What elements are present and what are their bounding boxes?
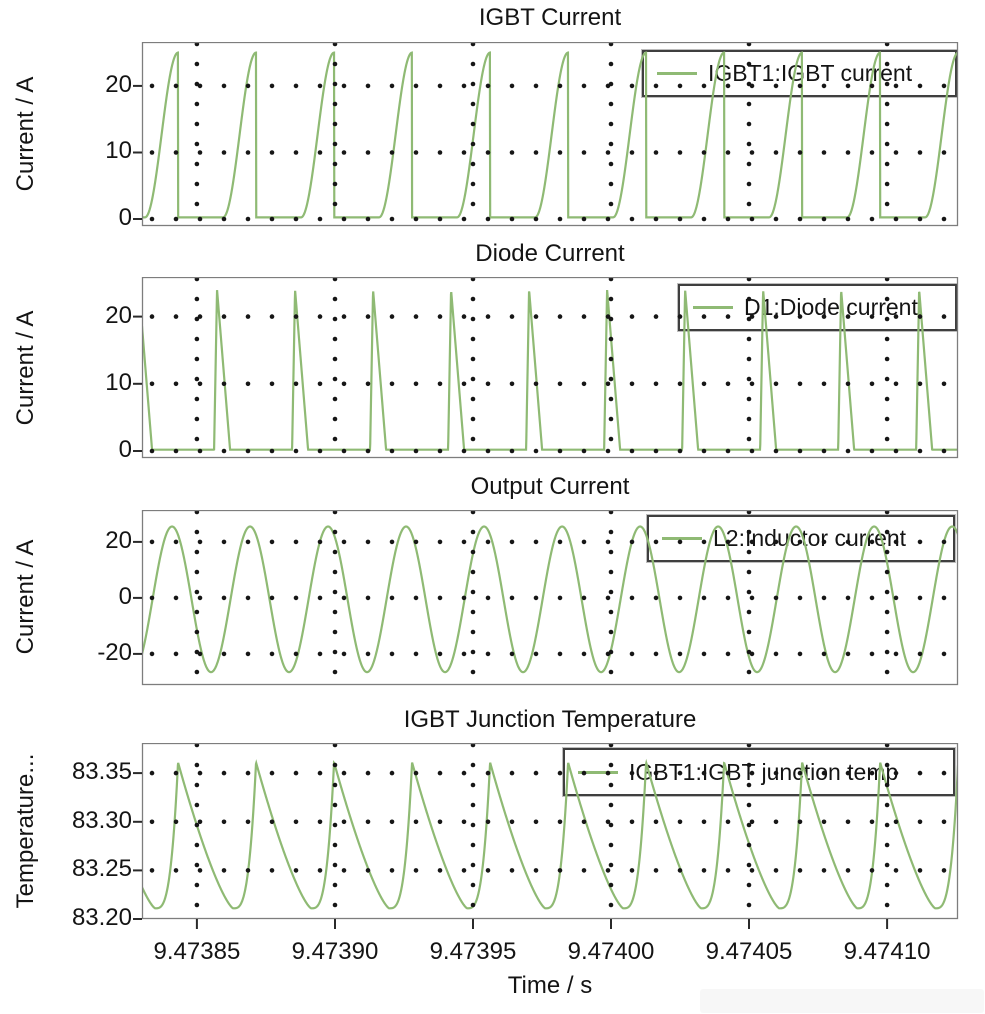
plot-frame [141,743,959,920]
panel-2-legend: D1:Diode current [677,283,958,332]
panel-3-legend: L2:Inductor current [646,514,956,563]
watermark-area [700,989,984,1013]
y-tick-label: 83.35 [71,758,132,786]
panel-2-title: Diode Current [475,240,625,267]
panel-1-plot [133,42,959,227]
panel-3-plot [133,510,959,686]
y-tick-label: -20 [97,638,132,666]
y-tick-label: 0 [118,204,132,231]
signal-trace [142,51,958,219]
signal-line [142,51,958,219]
axis-ticks [133,315,142,452]
x-tick-label: 9.47395 [429,938,517,965]
signal-line [142,289,958,451]
y-tick-label: 83.20 [71,904,132,931]
x-tick-label: 9.47385 [153,938,241,965]
panel-4-plot [133,743,959,929]
y-tick-label: 20 [105,526,132,554]
legend-label: IGBT1:IGBT current [708,60,913,86]
x-tick-label: 9.47410 [843,938,931,965]
panel-1-title: IGBT Current [478,4,622,31]
panel-4-title: IGBT Junction Temperature [403,706,697,733]
signal-trace [142,289,958,451]
y-tick-label: 83.25 [71,855,132,883]
signal-trace [142,758,958,910]
y-tick-label: 20 [105,301,132,329]
grid-dots [149,743,947,908]
grid-dots [149,277,947,454]
plot-frame [141,42,959,227]
signal-line [142,758,958,910]
x-tick-label: 9.47390 [291,938,379,965]
grid-dots [149,510,947,675]
x-tick-label: 9.47400 [567,938,655,965]
panel-4-legend: IGBT1:IGBT junction temp [562,747,956,797]
axis-ticks [133,540,142,655]
legend-line-sample-icon [578,770,618,774]
axis-ticks [133,84,142,220]
axis-ticks [133,772,889,929]
signal-line [142,525,958,674]
x-axis-label: Time / s [507,972,593,999]
signal-trace [142,525,958,674]
x-tick-label: 9.47405 [705,938,793,965]
grid-dots [149,42,947,222]
plot-frame [141,510,959,686]
y-tick-label: 20 [105,70,132,98]
panel-3-title: Output Current [470,473,630,500]
y-tick-label: 10 [105,368,132,396]
legend-label: IGBT1:IGBT junction temp [629,758,899,785]
plot-frame [141,277,959,459]
legend-label: L2:Inductor current [713,525,907,551]
panel-2-plot [133,277,959,459]
y-tick-label: 10 [105,137,132,165]
y-tick-label: 0 [118,436,132,463]
y-tick-label: 83.30 [71,806,132,834]
legend-line-sample-icon [662,537,702,540]
legend-line-sample-icon [693,306,733,309]
y-tick-label: 0 [118,582,132,610]
legend-line-sample-icon [657,72,697,75]
